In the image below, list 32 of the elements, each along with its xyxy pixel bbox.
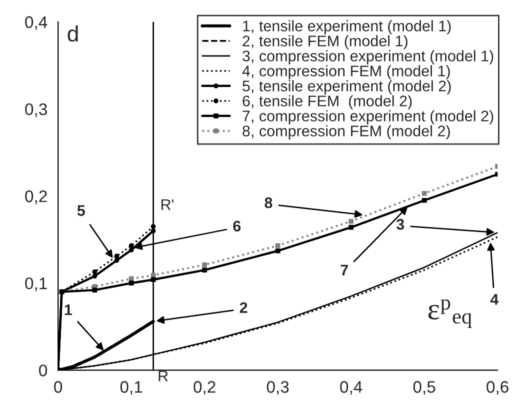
legend-label: 5, tensile experiment (model 2) (242, 80, 451, 94)
annotation: 5 (77, 205, 85, 216)
y-tick-label: 0,3 (25, 103, 47, 118)
x-tick-label: 0 (54, 381, 62, 393)
legend-label: 4, compression FEM (model 1) (242, 65, 450, 80)
annotation: R' (162, 199, 174, 210)
x-tick-label: 0,6 (486, 381, 508, 395)
x-tick-label: 0,1 (120, 381, 142, 395)
annotation: 7 (340, 264, 348, 276)
legend-label: 1, tensile experiment (model 1) (243, 20, 451, 34)
legend-label: 6, tensile FEM (model 2) (242, 95, 412, 110)
y-tick-label: 0,2 (25, 190, 47, 204)
annotation: 4 (490, 294, 499, 305)
legend-label: 8, compression FEM (model 2) (242, 125, 450, 140)
x-tick-label: 0,4 (340, 381, 362, 395)
ref-line-label: R (158, 370, 168, 382)
legend-label: 7, compression experiment (model 2) (242, 110, 494, 124)
x-tick-label: 0,5 (413, 381, 436, 395)
y-tick-label: 0,4 (25, 16, 48, 30)
annotation: 2 (240, 302, 248, 313)
annotation: 3 (396, 218, 404, 230)
annotation: 6 (233, 220, 241, 232)
x-axis-title: ε$^{p}$$_{eq}$ (428, 299, 472, 328)
x-tick-label: 0,2 (194, 381, 216, 395)
annotation: 8 (264, 197, 272, 208)
legend-label: 2, tensile FEM (model 1) (242, 35, 408, 50)
x-tick-label: 0,3 (266, 381, 289, 395)
y-tick-label: 0 (39, 364, 48, 376)
legend-label: 3, compression experiment (model 1) (242, 50, 494, 64)
y-axis-title: d (68, 25, 78, 42)
annotation: 1 (64, 304, 72, 316)
y-tick-label: 0,1 (25, 277, 47, 292)
